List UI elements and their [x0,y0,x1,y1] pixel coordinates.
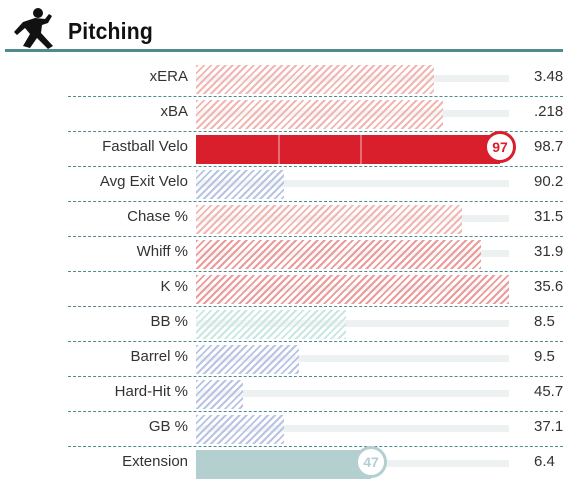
stat-value: 31.9 [534,243,564,260]
percentile-bar [196,310,346,339]
stat-label: Barrel % [130,348,188,365]
bar-track [196,390,509,397]
percentile-bar [196,275,509,304]
row-divider [68,271,563,272]
stat-row: xERA 3.48 [0,62,588,97]
stat-label: Avg Exit Velo [99,173,188,190]
section-header: Pitching [0,0,588,54]
stat-label: GB % [148,418,188,435]
stat-row: Chase % 31.5 [0,202,588,237]
stat-label: K % [160,278,188,295]
row-divider [68,96,563,97]
pitcher-icon [14,8,53,49]
row-divider [68,201,563,202]
row-divider [68,306,563,307]
stat-row: Fastball Velo 97 98.7 [0,131,588,167]
stat-value: .218 [534,103,564,120]
stat-row: Whiff % 31.9 [0,237,588,272]
row-divider [68,376,563,377]
stat-value: 45.7 [534,383,564,400]
page-title: Pitching [68,18,153,44]
percentile-bar [196,415,284,444]
stat-value: 37.1 [534,418,564,435]
percentile-badge: 47 [355,446,387,478]
row-divider [68,166,563,167]
percentile-bar [196,380,243,409]
stat-label: Extension [122,453,188,470]
stat-row: GB % 37.1 [0,412,588,447]
row-divider [68,236,563,237]
stat-row: K % 35.6 [0,272,588,307]
row-divider [68,411,563,412]
percentile-bar [196,100,443,129]
percentile-bar [196,205,462,234]
stat-row: Extension 47 6.4 [0,446,588,482]
stat-value: 98.7 [534,138,564,155]
stat-value: 8.5 [534,313,555,330]
row-divider [68,131,563,132]
percentile-bar [196,240,481,269]
stat-value: 9.5 [534,348,555,365]
stat-row: xBA .218 [0,97,588,132]
stat-label: BB % [150,313,188,330]
header-divider [5,49,563,52]
percentile-bar [196,345,299,374]
stat-row: Barrel % 9.5 [0,342,588,377]
stat-label: xERA [149,68,188,85]
percentile-bar [196,450,371,479]
stat-value: 31.5 [534,208,564,225]
bar-track [196,355,509,362]
stat-label: Hard-Hit % [114,383,188,400]
stat-row: Avg Exit Velo 90.2 [0,167,588,202]
stat-label: Whiff % [136,243,188,260]
bar-track [196,425,509,432]
percentile-badge: 97 [484,131,516,163]
stat-row: Hard-Hit % 45.7 [0,377,588,412]
bar-track [196,180,509,187]
stat-value: 6.4 [534,453,555,470]
stat-value: 3.48 [534,68,564,85]
percentile-bar [196,65,434,94]
stat-row: BB % 8.5 [0,307,588,342]
percentile-bar [196,170,284,199]
percentile-bar [196,135,500,164]
stat-label: Chase % [127,208,188,225]
row-divider [68,446,563,447]
stat-label: xBA [160,103,188,120]
bar-track [196,320,509,327]
row-divider [68,341,563,342]
stat-label: Fastball Velo [102,138,188,155]
stat-value: 35.6 [534,278,564,295]
stat-value: 90.2 [534,173,564,190]
